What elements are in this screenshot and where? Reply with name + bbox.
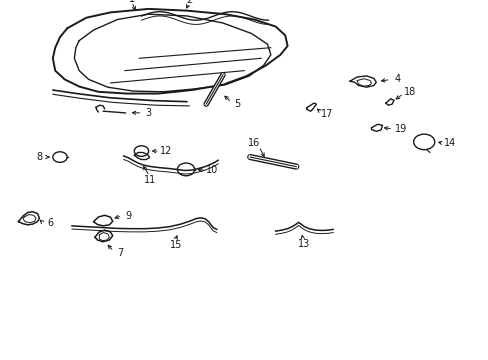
Text: 19: 19	[394, 124, 407, 134]
Text: 3: 3	[145, 108, 151, 118]
Text: 9: 9	[125, 211, 131, 221]
Text: 17: 17	[321, 109, 333, 119]
Text: 16: 16	[247, 138, 260, 148]
Text: 5: 5	[233, 99, 240, 109]
Text: 7: 7	[117, 248, 123, 258]
Text: 14: 14	[443, 138, 455, 148]
Text: 6: 6	[47, 218, 53, 228]
Text: 12: 12	[160, 146, 172, 156]
Text: 18: 18	[403, 87, 415, 97]
Text: 11: 11	[143, 175, 156, 185]
Text: 4: 4	[394, 75, 400, 85]
Text: 10: 10	[206, 165, 218, 175]
Text: 8: 8	[36, 152, 42, 162]
Text: 1: 1	[128, 0, 135, 4]
Text: 13: 13	[297, 239, 309, 248]
Text: 2: 2	[186, 0, 192, 5]
Text: 15: 15	[170, 240, 182, 250]
